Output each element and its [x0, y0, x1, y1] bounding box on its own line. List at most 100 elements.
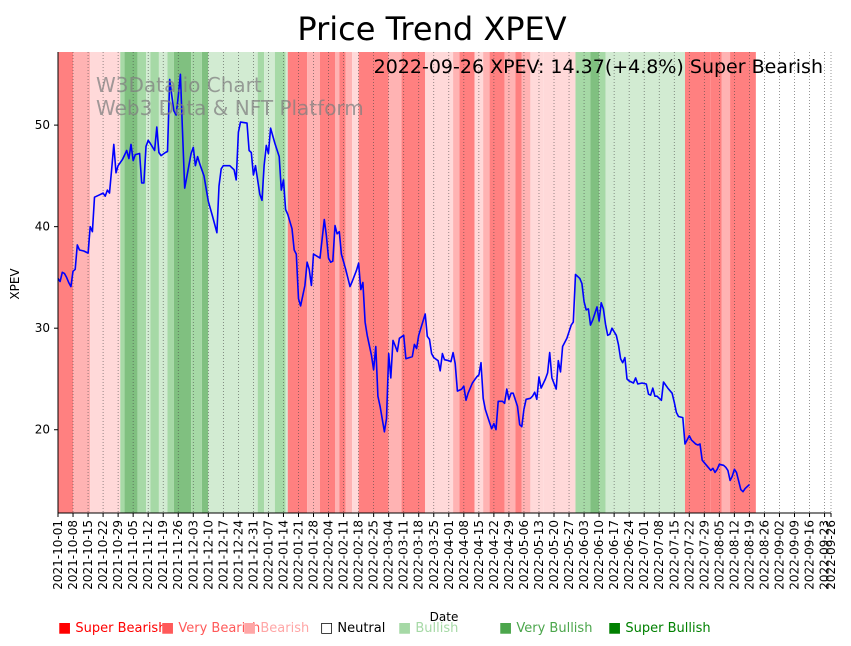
x-tick-label-2022-06-17: 2022-06-17: [607, 520, 621, 590]
x-tick-label-2022-01-28: 2022-01-28: [307, 520, 321, 590]
regime-band-super-bearish: [401, 52, 426, 513]
regime-band-bearish: [543, 52, 576, 513]
x-tick-label-2022-06-03: 2022-06-03: [577, 520, 591, 590]
x-tick-label-2022-02-04: 2022-02-04: [322, 520, 336, 590]
regime-band-bearish: [530, 52, 544, 513]
x-tick-label-2022-05-06: 2022-05-06: [517, 520, 531, 590]
regime-band-very-bearish: [334, 52, 340, 513]
x-tick-label-2022-01-14: 2022-01-14: [276, 520, 290, 590]
regime-band-bullish: [264, 52, 275, 513]
regime-band-super-bearish: [459, 52, 475, 513]
legend-item-bearish: ■ Bearish: [243, 620, 309, 636]
regime-band-very-bearish: [453, 52, 460, 513]
regime-band-bearish: [425, 52, 454, 513]
axes: [57, 52, 831, 514]
x-tick-label-2022-04-08: 2022-04-08: [457, 520, 471, 590]
legend-item-super-bullish: ■ Super Bullish: [608, 620, 711, 636]
price-line-layer: [57, 73, 750, 493]
regime-band-very-bullish: [599, 52, 606, 513]
legend-label-very-bearish: Very Bearish: [178, 621, 261, 636]
regime-bands: [58, 52, 756, 513]
x-tick-label-2022-01-07: 2022-01-07: [261, 520, 275, 590]
series-line-xpev: [57, 73, 750, 493]
watermark-line1: W3Data.io Chart: [96, 73, 262, 97]
legend-label-very-bullish: Very Bullish: [516, 621, 593, 636]
regime-band-very-bearish: [483, 52, 490, 513]
regime-band-bullish: [629, 52, 685, 513]
regime-band-very-bullish: [120, 52, 125, 513]
x-tick-label-2022-06-24: 2022-06-24: [622, 520, 636, 590]
y-tick-label-20: 20: [35, 423, 50, 437]
regime-band-super-bearish: [684, 52, 711, 513]
x-tick-label-2022-09-09: 2022-09-09: [787, 520, 801, 590]
regime-band-very-bullish: [257, 52, 265, 513]
x-tick-label-2021-11-26: 2021-11-26: [171, 520, 185, 590]
legend-swatch-very-bullish: ■: [499, 620, 513, 636]
x-tick-label-2022-04-22: 2022-04-22: [487, 520, 501, 590]
x-ticks: 2021-10-01 2021-10-08 2021-10-15 2021-10-22…: [51, 513, 838, 590]
legend-swatch-very-bearish: ■: [161, 620, 175, 636]
regime-band-very-bearish: [504, 52, 516, 513]
regime-band-very-bullish: [191, 52, 202, 513]
x-tick-label-2022-03-04: 2022-03-04: [382, 520, 396, 590]
x-tick-label-2021-10-15: 2021-10-15: [81, 520, 95, 590]
regime-band-very-bullish: [167, 52, 174, 513]
regime-band-very-bearish: [73, 52, 91, 513]
legend-swatch-super-bullish: ■: [608, 620, 622, 636]
x-tick-label-2021-10-01: 2021-10-01: [51, 520, 65, 590]
x-tick-label-2022-08-19: 2022-08-19: [742, 520, 756, 590]
legend-item-neutral: □ Neutral: [320, 620, 385, 636]
legend-swatch-bearish: ■: [243, 620, 257, 636]
regime-band-bullish: [146, 52, 151, 513]
regime-band-very-bullish: [575, 52, 591, 513]
regime-band-very-bearish: [388, 52, 402, 513]
x-tick-label-2022-07-15: 2022-07-15: [667, 520, 681, 590]
vertical-gridlines: [57, 52, 832, 513]
x-tick-label-2021-10-29: 2021-10-29: [111, 520, 125, 590]
x-axis-label: Date: [430, 610, 459, 624]
legend-item-super-bearish: ■ Super Bearish: [58, 620, 166, 636]
x-tick-label-2021-10-08: 2021-10-08: [66, 520, 80, 590]
price-annotation: 2022-09-26 XPEV: 14.37(+4.8%) Super Bear…: [374, 56, 823, 78]
x-tick-label-2022-05-13: 2022-05-13: [532, 520, 546, 590]
legend-label-super-bullish: Super Bullish: [625, 621, 711, 636]
legend-swatch-neutral: □: [320, 620, 334, 636]
x-tick-label-2022-04-29: 2022-04-29: [502, 520, 516, 590]
x-tick-label-2021-12-31: 2021-12-31: [246, 520, 260, 590]
x-tick-label-2021-11-05: 2021-11-05: [126, 520, 140, 590]
regime-band-bearish: [474, 52, 484, 513]
x-tick-label-2022-07-01: 2022-07-01: [637, 520, 651, 590]
x-tick-label-2022-02-18: 2022-02-18: [352, 520, 366, 590]
regime-band-super-bearish: [339, 52, 346, 513]
regime-band-very-bearish: [307, 52, 320, 513]
x-tick-label-2022-04-15: 2022-04-15: [472, 520, 486, 590]
x-tick-label-2022-03-11: 2022-03-11: [397, 520, 411, 590]
x-tick-label-2022-05-20: 2022-05-20: [547, 520, 561, 590]
y-tick-label-40: 40: [35, 220, 50, 234]
x-tick-label-2022-04-01: 2022-04-01: [442, 520, 456, 590]
watermark: W3Data.io Chart Web3 Data & NFT Platform: [96, 73, 364, 120]
legend-item-very-bearish: ■ Very Bearish: [161, 620, 260, 636]
x-tick-label-2021-11-12: 2021-11-12: [141, 520, 155, 590]
x-tick-label-2022-08-26: 2022-08-26: [757, 520, 771, 590]
legend-swatch-super-bearish: ■: [58, 620, 72, 636]
regime-band-very-bullish: [274, 52, 286, 513]
legend-label-neutral: Neutral: [337, 621, 386, 636]
x-tick-label-2021-11-19: 2021-11-19: [156, 520, 170, 590]
legend-item-very-bullish: ■ Very Bullish: [499, 620, 592, 636]
y-tick-label-30: 30: [35, 321, 50, 335]
regime-band-super-bearish: [710, 52, 722, 513]
y-ticks: 20 30 40 50: [35, 118, 58, 437]
x-tick-label-2021-10-22: 2021-10-22: [96, 520, 110, 590]
legend-label-bullish: Bullish: [415, 621, 459, 636]
regime-legend: ■ Super Bearish ■ Very Bearish ■ Bearish…: [58, 620, 838, 638]
x-tick-label-2022-07-08: 2022-07-08: [652, 520, 666, 590]
regime-band-super-bullish: [590, 52, 600, 513]
regime-band-very-bullish: [137, 52, 147, 513]
x-tick-label-2022-09-26: 2022-09-26: [824, 520, 838, 590]
legend-item-bullish: ■ Bullish: [398, 620, 458, 636]
x-tick-label-2022-08-05: 2022-08-05: [712, 520, 726, 590]
x-tick-label-2021-12-03: 2021-12-03: [186, 520, 200, 590]
x-tick-label-2022-09-23: 2022-09-23: [818, 520, 832, 590]
